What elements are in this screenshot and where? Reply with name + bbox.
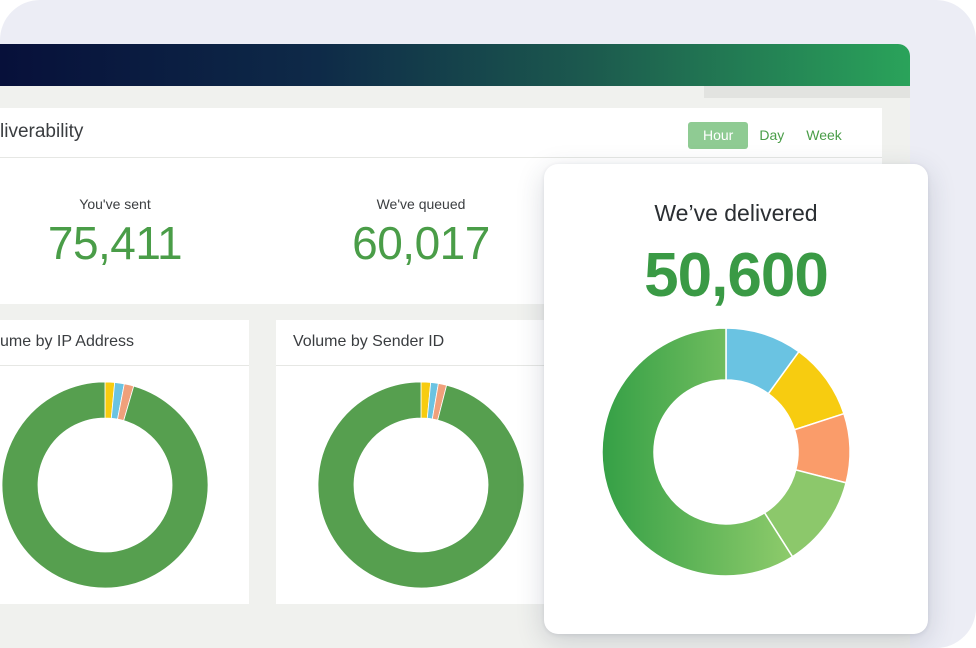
time-range-tabs: Hour Day Week bbox=[688, 122, 853, 149]
toolbar-strip bbox=[704, 86, 910, 98]
tab-week[interactable]: Week bbox=[806, 127, 842, 143]
stat-queued-label: We've queued bbox=[376, 196, 466, 212]
ip-address-donut-chart bbox=[1, 381, 209, 589]
card-header: Volume by Sender ID bbox=[276, 320, 556, 366]
card-title: ume by IP Address bbox=[0, 333, 134, 350]
stat-queued: We've queued 60,017 bbox=[291, 196, 551, 270]
stat-sent-label: You've sent bbox=[79, 196, 151, 212]
ip-address-card: ume by IP Address bbox=[0, 320, 249, 604]
tab-day[interactable]: Day bbox=[759, 127, 785, 143]
card-header: ume by IP Address bbox=[0, 320, 249, 366]
sender-id-donut-chart bbox=[317, 381, 525, 589]
card-title: Volume by Sender ID bbox=[293, 333, 445, 350]
window-titlebar bbox=[0, 44, 910, 86]
delivered-value: 50,600 bbox=[644, 241, 829, 310]
stat-sent-value: 75,411 bbox=[47, 217, 183, 269]
panel-header: liverability Hour Day Week bbox=[0, 108, 882, 158]
delivered-label: We’ve delivered bbox=[654, 200, 818, 226]
stat-queued-value: 60,017 bbox=[352, 217, 490, 269]
delivered-card: We’ve delivered 50,600 bbox=[544, 164, 928, 634]
panel-title: liverability bbox=[0, 121, 84, 142]
delivered-donut-chart bbox=[602, 328, 851, 577]
donut-slice bbox=[602, 328, 794, 577]
donut-slice bbox=[317, 381, 525, 589]
stat-sent: You've sent 75,411 bbox=[0, 196, 245, 270]
sender-id-card: Volume by Sender ID bbox=[276, 320, 556, 604]
donut-slice bbox=[1, 381, 209, 589]
tab-hour[interactable]: Hour bbox=[688, 122, 749, 149]
